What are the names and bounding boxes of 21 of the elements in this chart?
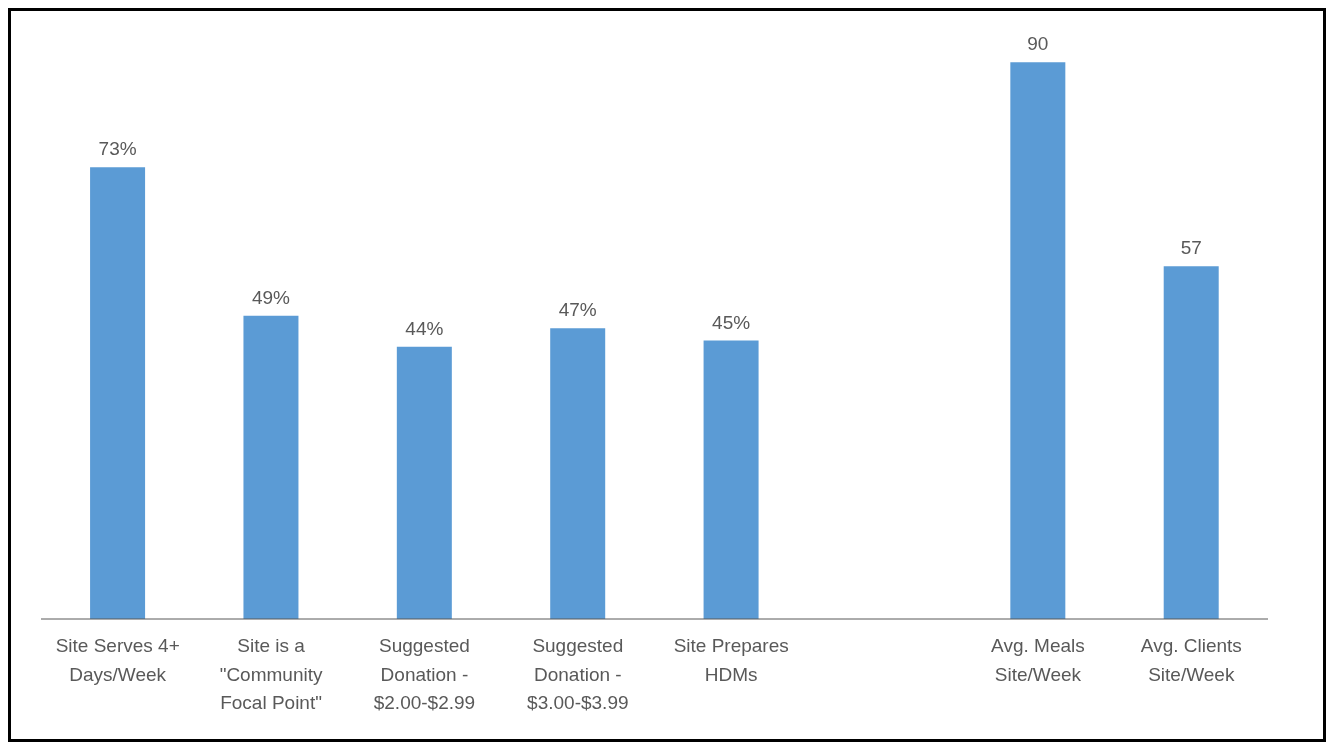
bar xyxy=(1163,266,1219,619)
data-label: 90 xyxy=(1027,33,1049,55)
bar xyxy=(243,315,299,619)
x-tick-label: Suggested Donation - $2.00-$2.99 xyxy=(373,635,476,714)
x-tick-label: Avg. Meals Site/Week xyxy=(991,635,1085,685)
data-label: 47% xyxy=(558,299,597,321)
bar xyxy=(550,328,606,619)
data-label: 45% xyxy=(712,311,751,333)
x-tick-label: Site Prepares HDMs xyxy=(673,635,789,685)
x-tick-label: Site is a "Community Focal Point" xyxy=(219,635,323,714)
x-tick-label: Site Serves 4+ Days/Week xyxy=(55,635,180,685)
data-label: 49% xyxy=(251,286,291,308)
bar xyxy=(1010,62,1066,619)
bar xyxy=(396,346,452,619)
data-label: 57 xyxy=(1180,237,1202,259)
data-label: 73% xyxy=(98,138,137,160)
bar xyxy=(90,167,146,619)
bar xyxy=(703,340,759,619)
data-label: 44% xyxy=(405,317,444,339)
x-tick-label: Suggested Donation - $3.00-$3.99 xyxy=(527,635,629,714)
x-tick-label: Avg. Clients Site/Week xyxy=(1140,635,1242,685)
